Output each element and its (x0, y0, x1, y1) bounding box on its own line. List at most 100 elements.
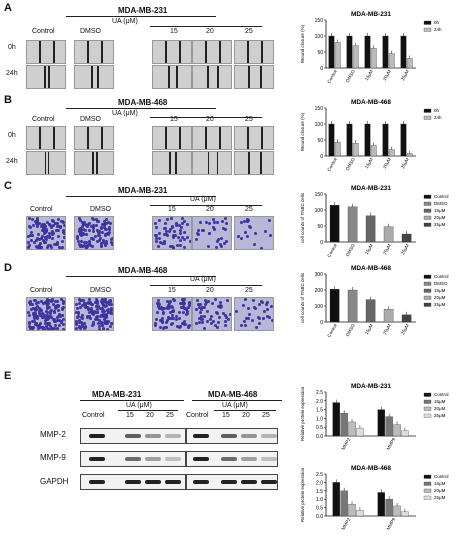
stained-cell (96, 239, 100, 243)
stained-cell (83, 326, 87, 330)
scratch-edge (219, 127, 221, 149)
stained-cell (209, 321, 213, 325)
x-tick-label: DMSO (345, 323, 356, 338)
y-tick-label: 100 (315, 208, 324, 214)
stained-cell (94, 218, 98, 222)
stained-cell (101, 309, 105, 313)
panel-c-ua-label: UA (μM) (190, 196, 216, 203)
stained-cell (163, 233, 167, 237)
y-tick-label: 0 (320, 154, 323, 160)
scratch-edge (165, 127, 167, 149)
panel-a-title: MDA-MB-231 (118, 6, 168, 15)
stained-cell (186, 326, 190, 330)
legend-label: DMSO (434, 201, 448, 206)
stained-cell (175, 324, 179, 328)
blot-band (261, 480, 277, 484)
stained-cell (77, 217, 81, 221)
stained-cell (36, 324, 40, 328)
stained-cell (55, 306, 59, 310)
scratch-edge (247, 41, 249, 63)
x-tick-label: 20μM (382, 157, 392, 170)
stained-cell (37, 324, 41, 328)
legend-label: 25μM (434, 222, 446, 227)
stained-cell (228, 312, 231, 316)
stained-cell (61, 246, 65, 249)
stained-cell (203, 314, 207, 318)
bar (365, 299, 376, 323)
stained-cell (39, 237, 43, 241)
stained-cell (243, 231, 247, 235)
panel-e-ua-label-468: UA (μM) (222, 402, 248, 409)
bar (364, 35, 371, 69)
stained-cell (82, 228, 86, 232)
panel-a-row-0h: 0h (8, 44, 16, 51)
stained-cell (218, 301, 222, 305)
scratch-edge (39, 41, 41, 63)
scratch-edge (261, 41, 263, 63)
stained-cell (96, 300, 100, 304)
panel-a-dose-15: 15 (170, 28, 178, 35)
stained-cell (34, 298, 38, 302)
stained-cell (270, 319, 273, 323)
scratch-edge (176, 66, 178, 88)
stained-cell (47, 306, 51, 310)
stained-cell (206, 244, 210, 248)
stained-cell (181, 299, 185, 303)
stained-cell (172, 246, 176, 249)
x-tick-label: 25μM (400, 69, 410, 82)
stained-cell (61, 327, 65, 330)
stained-cell (260, 301, 264, 305)
stained-cell (207, 222, 211, 226)
y-tick-label: 0 (320, 66, 323, 72)
stained-cell (223, 314, 227, 318)
bar (406, 153, 413, 157)
scratch-edge (248, 66, 250, 88)
stained-cell (80, 316, 84, 320)
stained-cell (34, 221, 38, 225)
legend-label: 25μM (434, 413, 446, 418)
stained-cell (47, 222, 51, 226)
stained-cell (58, 225, 62, 229)
legend-label: 15μM (434, 208, 446, 213)
stained-cell (104, 239, 108, 243)
panel-b-col-dmso: DMSO (80, 116, 101, 123)
stained-cell (98, 319, 102, 323)
stained-cell (243, 323, 247, 327)
stained-cell (48, 244, 52, 248)
blot-band (221, 480, 237, 484)
bar (370, 145, 377, 157)
stained-cell (244, 298, 247, 302)
stained-cell (245, 234, 249, 238)
blot-band (193, 434, 209, 438)
stained-cell (154, 323, 158, 327)
stained-cell (29, 230, 33, 234)
stained-cell (243, 320, 247, 324)
panel-e-lane-15-468: 15 (222, 412, 230, 419)
stained-cell (81, 313, 85, 317)
y-tick-label: 0.5 (316, 425, 323, 431)
stained-cell (81, 299, 85, 303)
stained-cell (94, 315, 98, 319)
stained-cell (27, 235, 30, 238)
stained-cell (103, 305, 107, 309)
transwell-image (192, 297, 232, 331)
stained-cell (178, 224, 182, 228)
stained-cell (98, 233, 102, 237)
stained-cell (28, 233, 32, 237)
bar (332, 402, 340, 437)
stained-cell (209, 314, 213, 318)
legend-swatch (423, 302, 432, 307)
wound-image (152, 65, 192, 89)
stained-cell (88, 310, 91, 314)
scratch-edge (207, 152, 209, 174)
y-tick-label: 150 (315, 192, 324, 198)
legend-swatch (423, 481, 432, 486)
stained-cell (219, 236, 223, 240)
stained-cell (95, 318, 99, 322)
y-axis-label: cell counts of TNBC cells (300, 192, 305, 243)
stained-cell (51, 303, 55, 307)
blot-strip (80, 451, 186, 467)
stained-cell (89, 300, 93, 304)
stained-cell (246, 219, 250, 223)
stained-cell (205, 221, 209, 225)
